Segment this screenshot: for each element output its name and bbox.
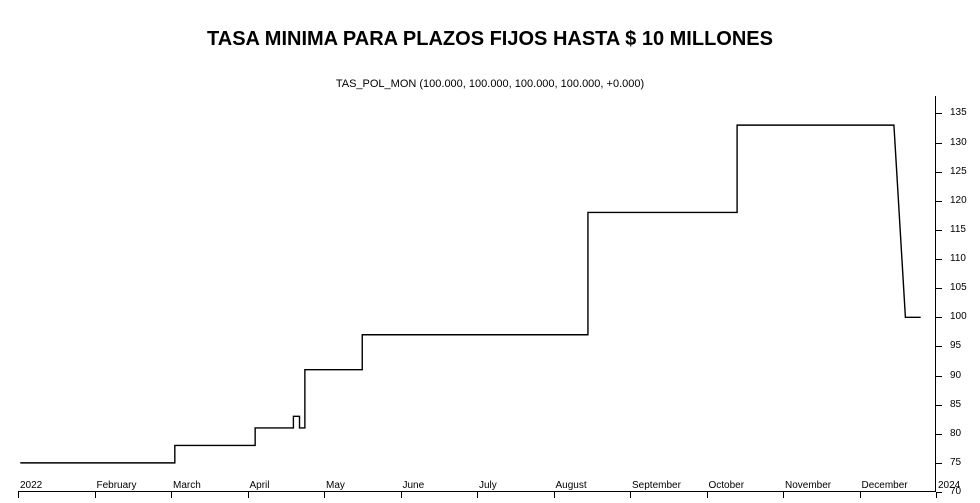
xtick-mark xyxy=(477,492,478,498)
xtick-mark xyxy=(18,492,19,498)
ytick-mark xyxy=(936,143,942,144)
xtick-mark xyxy=(95,492,96,498)
xtick-label: February xyxy=(97,480,137,491)
ytick-label: 80 xyxy=(950,428,961,439)
ytick-label: 135 xyxy=(950,107,967,118)
ytick-label: 75 xyxy=(950,457,961,468)
xtick-label: October xyxy=(709,480,745,491)
xtick-mark xyxy=(707,492,708,498)
ytick-mark xyxy=(936,346,942,347)
ytick-mark xyxy=(936,113,942,114)
xtick-label: April xyxy=(250,480,270,491)
xtick-mark xyxy=(248,492,249,498)
xtick-label: 2024 xyxy=(938,480,960,491)
ytick-mark xyxy=(936,463,942,464)
ytick-label: 90 xyxy=(950,370,961,381)
ytick-label: 120 xyxy=(950,195,967,206)
chart-container: { "chart": { "type": "line", "title": "T… xyxy=(0,0,980,503)
xtick-label: June xyxy=(403,480,425,491)
xtick-mark xyxy=(936,492,937,498)
xtick-mark xyxy=(324,492,325,498)
ytick-mark xyxy=(936,405,942,406)
chart-subtitle: TAS_POL_MON (100.000, 100.000, 100.000, … xyxy=(0,78,980,90)
xtick-mark xyxy=(171,492,172,498)
ytick-mark xyxy=(936,230,942,231)
xtick-label: May xyxy=(326,480,345,491)
xtick-label: September xyxy=(632,480,681,491)
ytick-label: 115 xyxy=(950,224,966,235)
ytick-label: 105 xyxy=(950,282,967,293)
xtick-label: November xyxy=(785,480,831,491)
ytick-mark xyxy=(936,259,942,260)
ytick-mark xyxy=(936,376,942,377)
ytick-mark xyxy=(936,434,942,435)
xtick-mark xyxy=(860,492,861,498)
ytick-mark xyxy=(936,288,942,289)
xtick-label: March xyxy=(173,480,201,491)
xtick-mark xyxy=(783,492,784,498)
ytick-label: 100 xyxy=(950,311,967,322)
ytick-label: 110 xyxy=(950,253,966,264)
ytick-label: 85 xyxy=(950,399,961,410)
xtick-mark xyxy=(554,492,555,498)
plot-area: 7075808590951001051101151201251301352022… xyxy=(18,96,936,492)
xtick-label: 2022 xyxy=(20,480,42,491)
series-path xyxy=(20,125,920,463)
xtick-label: July xyxy=(479,480,497,491)
xtick-mark xyxy=(401,492,402,498)
ytick-label: 125 xyxy=(950,166,967,177)
ytick-label: 95 xyxy=(950,340,961,351)
ytick-label: 130 xyxy=(950,137,967,148)
chart-title: TASA MINIMA PARA PLAZOS FIJOS HASTA $ 10… xyxy=(0,28,980,51)
ytick-mark xyxy=(936,317,942,318)
xtick-label: August xyxy=(556,480,587,491)
ytick-mark xyxy=(936,172,942,173)
ytick-mark xyxy=(936,201,942,202)
xtick-label: December xyxy=(862,480,908,491)
xtick-mark xyxy=(630,492,631,498)
line-series xyxy=(18,96,936,492)
